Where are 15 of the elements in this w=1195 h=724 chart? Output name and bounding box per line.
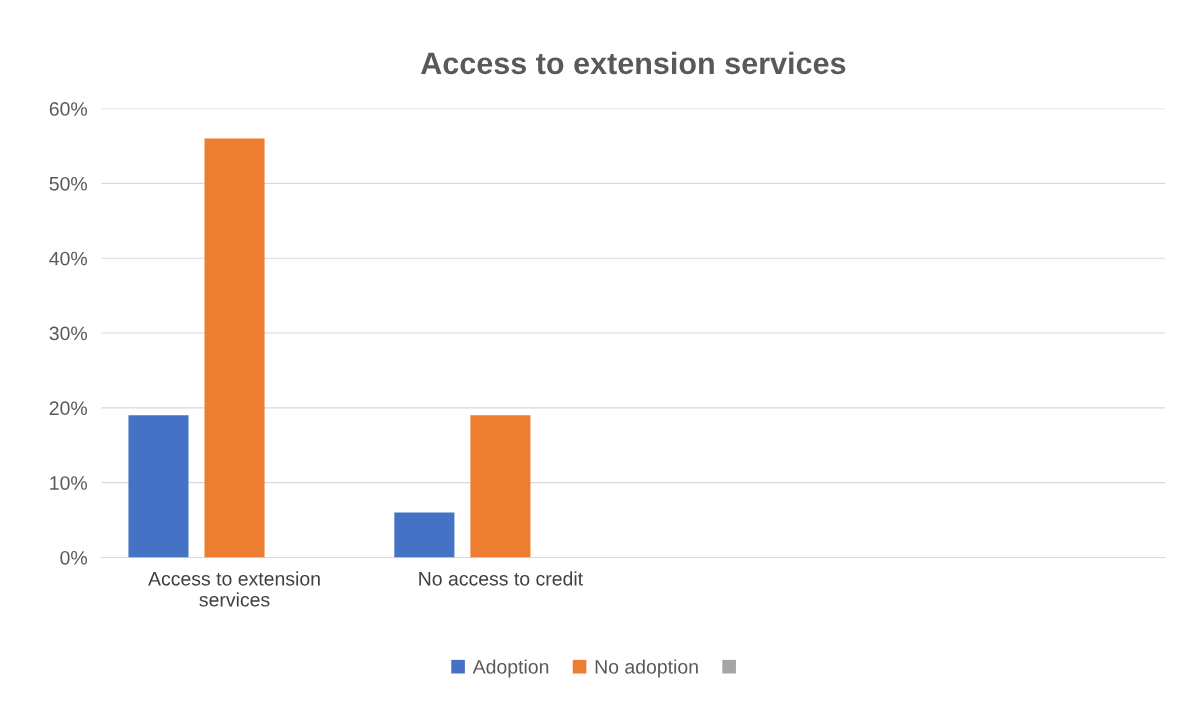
y-tick-label: 50% <box>49 176 87 191</box>
chart-title: Access to extension services <box>420 51 846 75</box>
y-tick-label: 40% <box>49 251 87 266</box>
x-tick-label: No access to credit <box>419 571 583 586</box>
y-tick-label: 0% <box>60 550 87 565</box>
legend-label: No adoption <box>595 659 698 678</box>
bar <box>128 415 189 558</box>
bar <box>204 138 265 558</box>
y-tick-label: 10% <box>50 476 87 490</box>
y-tick-label: 30% <box>49 326 87 341</box>
bar <box>394 512 455 558</box>
bar <box>470 415 531 558</box>
legend-label: Adoption <box>472 659 549 678</box>
y-tick-label: 20% <box>49 401 87 416</box>
y-tick-label: 60% <box>49 102 87 116</box>
